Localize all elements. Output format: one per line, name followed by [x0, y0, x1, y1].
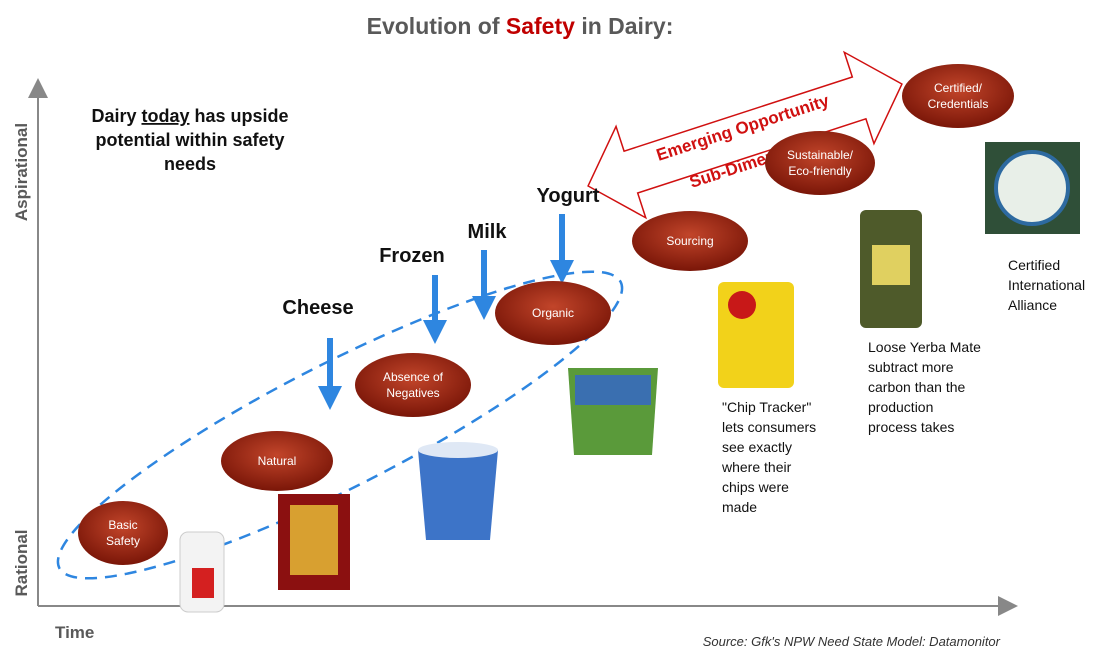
y-axis-bottom: Rational	[12, 529, 31, 596]
source: Source: Gfk's NPW Need State Model: Data…	[703, 634, 1001, 649]
caption-line: chips were	[722, 479, 789, 495]
product-images	[180, 142, 1080, 612]
chip-logo	[728, 291, 756, 319]
caption-line: where their	[721, 459, 792, 475]
cheese-slice	[290, 505, 338, 575]
caption-line: see exactly	[722, 439, 792, 455]
oval-text: Sourcing	[666, 234, 713, 248]
category-label: Yogurt	[537, 185, 600, 207]
oval-text: Eco-friendly	[788, 164, 851, 178]
note-line: potential within safety	[95, 130, 284, 150]
category-label: Milk	[468, 221, 508, 243]
x-axis-label: Time	[55, 623, 94, 642]
caption-line: carbon than the	[868, 379, 966, 395]
oval-text: Credentials	[928, 97, 989, 111]
oval-text: Safety	[106, 534, 140, 548]
safety-oval	[355, 353, 471, 417]
note-line: needs	[164, 154, 216, 174]
caption-line: process takes	[868, 419, 954, 435]
yogurt-lid	[418, 442, 498, 458]
caption-line: Certified	[1008, 257, 1060, 273]
slide: Evolution of Safety in Dairy: Aspiration…	[0, 0, 1116, 651]
oval-text: Certified/	[934, 81, 983, 95]
oval-text: Absence of	[383, 370, 444, 384]
safety-oval	[765, 131, 875, 195]
note-line: Dairy today has upside	[91, 106, 288, 126]
oval-text: Natural	[258, 454, 297, 468]
safety-oval	[78, 501, 168, 565]
oval-text: Sustainable/	[787, 148, 854, 162]
caption-line: Loose Yerba Mate	[868, 339, 981, 355]
caption-line: subtract more	[868, 359, 954, 375]
oval-text: Organic	[532, 306, 574, 320]
title-part: in Dairy:	[575, 13, 673, 39]
caption-line: International	[1008, 277, 1085, 293]
category-label: Frozen	[379, 245, 445, 267]
chip-bag	[718, 282, 794, 388]
y-axis-top: Aspirational	[12, 123, 31, 221]
milk-label	[192, 568, 214, 598]
haccp-seal	[996, 152, 1068, 224]
yerba-label	[872, 245, 910, 285]
caption-line: production	[868, 399, 933, 415]
stonyfield-band	[575, 375, 651, 405]
title: Evolution of Safety in Dairy:	[367, 13, 674, 39]
title-part: Safety	[506, 13, 575, 39]
caption-line: lets consumers	[722, 419, 816, 435]
caption-line: "Chip Tracker"	[722, 399, 811, 415]
note-part: today	[141, 106, 189, 126]
oval-text: Basic	[108, 518, 137, 532]
category-label: Cheese	[282, 297, 353, 319]
caption-line: made	[722, 499, 757, 515]
title-part: Evolution of	[367, 13, 506, 39]
safety-oval	[902, 64, 1014, 128]
caption-line: Alliance	[1008, 297, 1057, 313]
note-part: has upside	[190, 106, 289, 126]
yogurt-cup	[418, 450, 498, 540]
note-part: Dairy	[91, 106, 141, 126]
oval-text: Negatives	[386, 386, 439, 400]
